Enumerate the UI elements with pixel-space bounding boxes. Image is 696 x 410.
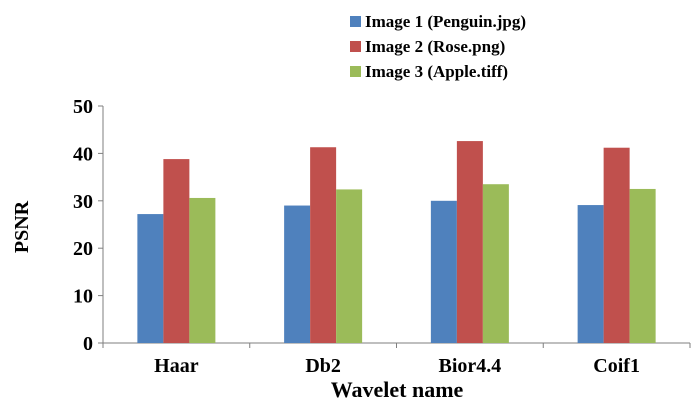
x-tick-label: Haar [154,355,199,377]
bar [163,159,190,343]
legend-label: Image 3 (Apple.tiff) [365,62,508,81]
legend: Image 1 (Penguin.jpg) Image 2 (Rose.png) I… [350,12,526,81]
bar [430,200,457,343]
legend-label: Image 1 (Penguin.jpg) [365,12,526,31]
y-tick-label: 40 [73,143,93,165]
y-tick-label: 10 [73,286,93,308]
y-axis: 0 10 20 30 40 50 [73,96,104,355]
legend-swatch [350,66,361,77]
bar [336,189,363,343]
x-axis: Haar Db2 Bior4.4 Coif1 [102,342,691,377]
x-axis-title: Wavelet name [331,377,464,402]
y-tick-label: 50 [73,96,93,118]
bar [603,147,630,343]
legend-swatch [350,16,361,27]
y-axis-title: PSNR [11,200,33,253]
legend-label: Image 2 (Rose.png) [365,37,505,56]
x-tick-label: Db2 [305,355,341,377]
bar [629,188,656,343]
bar [577,205,604,343]
x-tick-label: Bior4.4 [438,355,501,377]
bar [310,147,337,343]
legend-swatch [350,41,361,52]
y-tick-label: 0 [83,333,93,355]
bar [284,205,311,343]
bar [456,141,483,343]
y-tick-label: 20 [73,238,93,260]
bar [137,214,164,343]
bar [482,184,509,343]
bars-group [137,141,656,343]
bar [189,197,216,343]
y-tick-label: 30 [73,191,93,213]
x-tick-label: Coif1 [593,355,640,377]
